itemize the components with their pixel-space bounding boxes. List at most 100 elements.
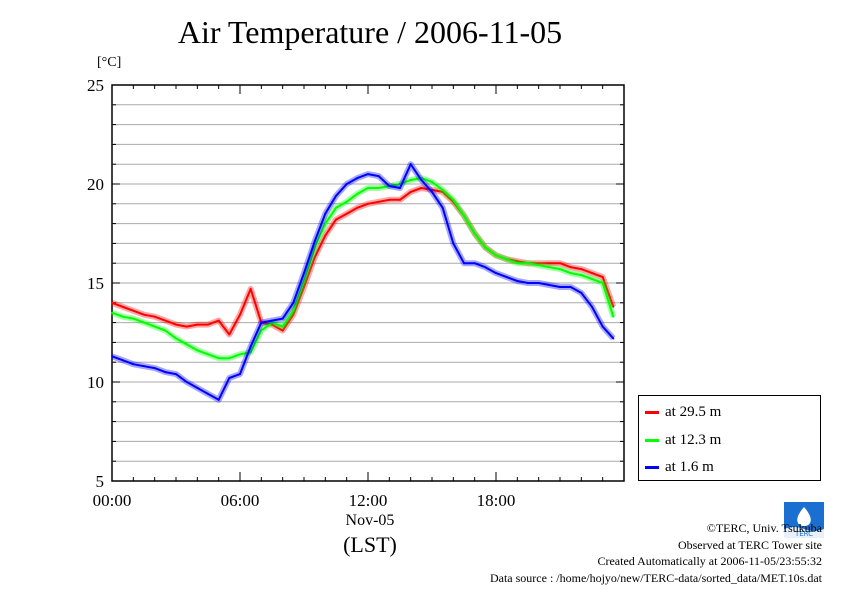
y-tick-label: 25 [87,76,104,95]
data-point [495,272,497,275]
data-point [420,179,423,182]
data-point [559,285,561,288]
x-tick-label: 12:00 [349,491,388,510]
x-tick-label: 06:00 [221,491,260,510]
data-point [260,321,263,324]
data-point [196,323,199,326]
data-point [121,315,124,318]
logo-text: TERC [794,530,813,538]
data-point [175,373,177,376]
data-point [303,280,305,283]
data-point [559,268,561,271]
data-point [185,325,188,328]
credits-copyright: ©TERC, Univ. Tsukuba [706,521,822,535]
data-point [377,186,380,189]
data-point [367,186,369,189]
data-point [143,365,145,368]
data-point [239,353,241,356]
data-point [537,282,540,284]
data-point [367,173,369,176]
data-point [516,262,519,265]
data-point [516,280,519,283]
data-point [292,313,295,316]
x-axis-timezone-label: (LST) [343,532,397,557]
data-point [217,398,220,401]
data-point [228,357,231,360]
y-tick-label: 5 [96,472,105,491]
data-point [164,371,167,374]
series-line-1 [111,177,615,360]
data-point [356,206,359,209]
data-point [569,285,572,288]
data-point [111,301,113,304]
data-point [303,272,305,275]
data-point [505,276,508,279]
data-point [516,260,519,263]
data-point [537,262,540,265]
data-point [281,325,284,328]
data-point [292,309,295,312]
data-point [356,177,359,180]
data-point [452,242,455,245]
data-point [196,386,199,389]
legend-label: at 1.6 m [665,458,714,475]
data-point [345,212,348,215]
data-point [313,240,316,243]
y-axis-unit: [°C] [97,55,122,70]
data-point [185,343,188,346]
terc-logo-icon: TERC [784,502,824,538]
legend-swatch-blue [645,465,659,469]
data-point [356,192,359,195]
legend-swatch-red [645,410,659,414]
data-point [303,285,305,288]
series-line-2 [111,163,615,401]
data-point [271,321,273,324]
data-point [335,194,337,197]
data-point [484,246,487,249]
data-point [473,232,476,235]
data-point [441,188,444,191]
data-point [463,262,465,265]
data-point [207,353,209,356]
data-point [239,313,241,316]
data-point [548,266,551,269]
data-point [121,305,124,308]
data-point [612,305,615,308]
data-point [153,315,156,318]
data-point [324,212,327,215]
data-point [388,184,391,187]
legend-label: at 29.5 m [665,403,722,420]
data-point [271,319,273,322]
data-point [313,256,316,259]
data-point [153,325,156,328]
credits-block: ©TERC, Univ. Tsukuba Observed at TERC To… [490,520,822,586]
data-point [591,272,593,275]
data-point [121,359,124,362]
data-point [324,222,327,225]
x-axis-date-label: Nov-05 [345,512,395,529]
data-point [228,333,231,336]
data-point [132,309,135,312]
data-point [484,266,487,269]
data-point [324,234,327,237]
data-point [559,262,561,265]
data-point [111,311,113,314]
data-point [580,268,583,271]
data-point [153,367,156,370]
data-point [569,266,572,269]
y-tick-label: 20 [87,175,104,194]
data-point [281,329,284,332]
chart-title: Air Temperature / 2006-11-05 [177,14,563,50]
data-point [463,214,465,217]
data-point [164,319,167,322]
data-point [399,198,401,201]
data-point [249,351,252,354]
data-point [185,381,188,383]
data-point [281,317,284,320]
data-point [228,377,231,380]
data-point [132,363,135,366]
credits-site: Observed at TERC Tower site [677,537,822,552]
data-point [377,200,380,203]
data-point [377,175,380,178]
data-point [527,262,529,265]
